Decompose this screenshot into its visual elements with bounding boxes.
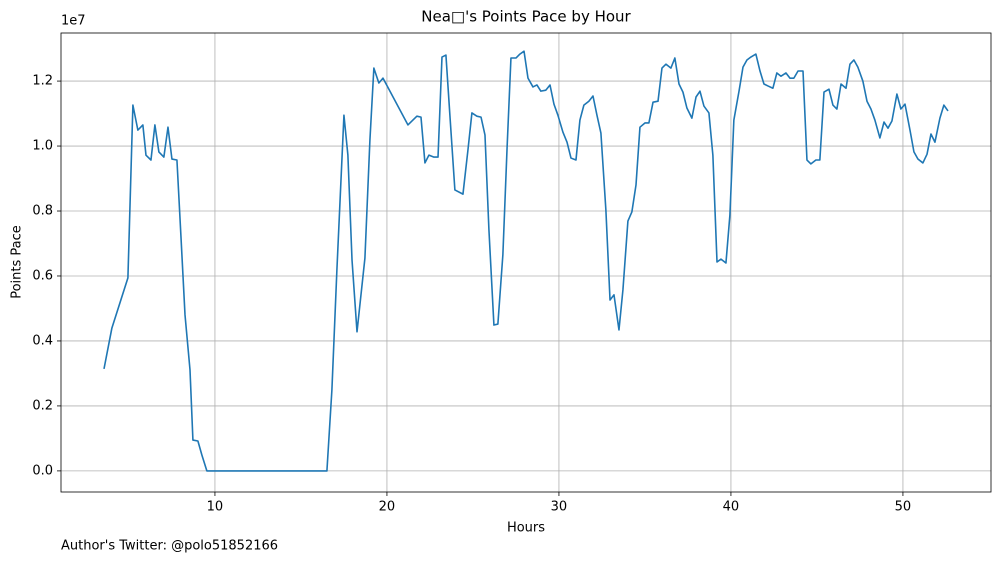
y-tick-label: 0.0 (32, 463, 53, 478)
x-tick-label: 20 (379, 500, 396, 515)
x-tick-label: 30 (551, 500, 568, 515)
y-axis-label: Points Pace (10, 225, 25, 299)
x-tick-label: 40 (723, 500, 740, 515)
y-tick-label: 1.2 (32, 74, 53, 89)
footer: Author's Twitter: @polo51852166 (61, 539, 278, 554)
x-tick-label: 50 (895, 500, 912, 515)
y-tick-label: 0.2 (32, 398, 53, 413)
x-tick-label: 10 (207, 500, 224, 515)
y-tick-label: 1.0 (32, 139, 53, 154)
chart-title: Nea□'s Points Pace by Hour (421, 8, 631, 26)
y-tick-label: 0.8 (32, 204, 53, 219)
x-axis-label: Hours (507, 521, 545, 536)
y-offset-label: 1e7 (61, 14, 86, 29)
axes-frame (60, 32, 992, 493)
data-line (103, 50, 949, 472)
y-tick-label: 0.6 (32, 268, 53, 283)
y-tick-label: 0.4 (32, 333, 53, 348)
